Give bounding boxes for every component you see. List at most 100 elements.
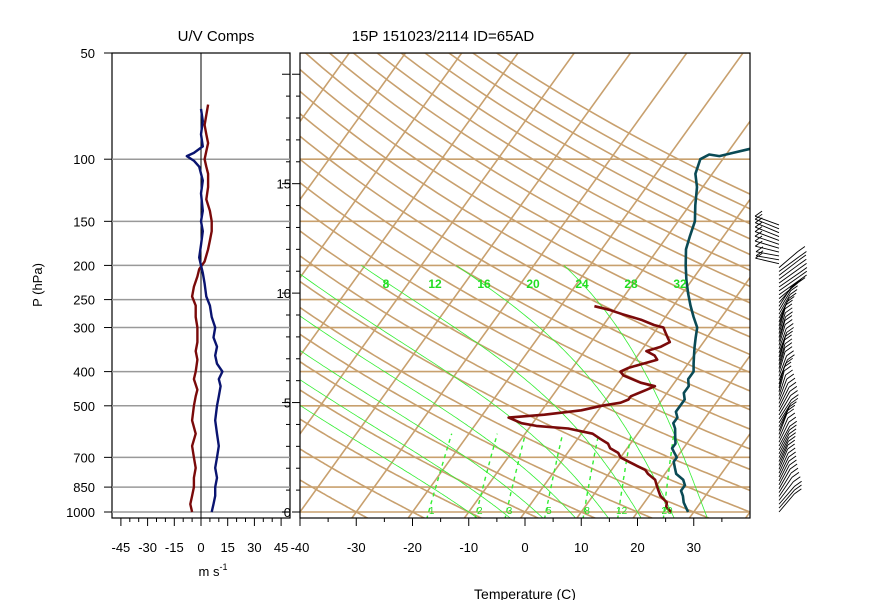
skewt-moist-adiabat — [300, 379, 511, 518]
wind-barb — [778, 374, 787, 396]
wind-barb — [778, 308, 786, 330]
temperature-tick-label: -30 — [347, 540, 366, 555]
wind-barb — [754, 215, 780, 226]
wind-barb-feather — [791, 394, 799, 400]
uv-series — [185, 104, 224, 513]
wind-barb-feather — [784, 346, 793, 352]
skewt-moist-adiabat — [300, 404, 479, 518]
skewt-dry-adiabat — [328, 53, 750, 304]
wind-barb — [755, 245, 780, 253]
uv-x-tick-label: 45 — [274, 540, 288, 555]
skewt-isotherm — [300, 53, 519, 358]
wind-barb — [778, 406, 790, 427]
wind-barb — [754, 231, 780, 241]
wind-barb — [778, 472, 792, 493]
wind-barb — [755, 222, 780, 234]
wind-barb-feather — [784, 303, 793, 310]
wind-barb — [778, 437, 790, 458]
skewt-dry-adiabat — [300, 448, 427, 518]
wind-barb-feather — [787, 447, 796, 454]
wind-barb — [778, 489, 795, 509]
wind-barb — [778, 256, 800, 272]
uv-x-tick-label: -45 — [112, 540, 131, 555]
temperature-tick-label: -40 — [291, 540, 310, 555]
skewt-background — [300, 53, 750, 518]
wind-barb-feather — [799, 274, 807, 281]
uv-panel: U/V Comps P (hPa) m s-1 5010015020025030… — [30, 28, 291, 579]
wind-barb — [778, 452, 789, 474]
wind-barb — [778, 351, 786, 373]
wind-barb-feather — [799, 270, 808, 277]
skewt-dry-adiabat — [300, 360, 597, 518]
pressure-tick-label: 850 — [73, 480, 95, 495]
pressure-tick-label: 100 — [73, 152, 95, 167]
skewt-moist-adiabat — [456, 265, 675, 518]
wind-barb-feather — [784, 338, 793, 345]
mixing-ratio-bottom-label: 20 — [661, 506, 673, 517]
wind-barb — [754, 235, 780, 245]
wind-barb-feather — [784, 334, 792, 341]
uv-x-tick-label: 0 — [197, 540, 204, 555]
wind-barb — [778, 272, 801, 288]
wind-barb-feather — [790, 467, 799, 474]
uv-x-tick-label: -30 — [138, 540, 157, 555]
pressure-tick-label: 400 — [73, 365, 95, 380]
wind-barb-feather — [754, 226, 763, 232]
wind-barb-feather — [797, 246, 806, 252]
skewt-isotherm — [632, 354, 750, 518]
skewt-moist-adiabat — [300, 315, 577, 518]
wind-barb — [778, 493, 795, 513]
wind-barb-feather — [794, 480, 802, 487]
wind-barb-feather — [786, 350, 794, 357]
wind-barb-feather — [786, 408, 795, 415]
wind-barb — [778, 378, 788, 400]
wind-barb-feather — [754, 235, 763, 242]
wind-barb-feather — [789, 401, 797, 408]
mixing-ratio-label: 20 — [526, 277, 540, 291]
wind-barb — [754, 240, 780, 249]
wind-barb — [778, 417, 789, 439]
skewt-dry-adiabat — [300, 479, 370, 518]
skewt-panel: 15P 151023/2114 ID=65AD Temperature (C) … — [277, 28, 751, 600]
skewt-isotherm — [463, 120, 750, 518]
wind-barb-feather — [789, 385, 798, 392]
pressure-tick-label: 150 — [73, 214, 95, 229]
wind-barb-feather — [788, 432, 796, 438]
wind-barb — [778, 290, 792, 311]
skewt-series-dewpoint — [670, 147, 750, 513]
wind-barb — [778, 410, 789, 431]
skewt-dry-adiabat — [300, 389, 540, 518]
wind-barb — [778, 370, 785, 392]
wind-barb — [754, 226, 780, 237]
wind-barb — [778, 355, 788, 377]
wind-barb — [778, 441, 789, 462]
skewt-dry-adiabat — [300, 306, 711, 518]
skewt-isotherm — [300, 53, 463, 279]
wind-barb — [778, 426, 791, 447]
wind-barb-feather — [788, 381, 797, 388]
wind-barb-feather — [786, 373, 795, 380]
wind-barb — [778, 460, 790, 482]
wind-barb-feather — [784, 315, 793, 321]
wind-barb-feather — [789, 420, 797, 427]
wind-barb — [778, 421, 790, 443]
wind-barb — [756, 255, 780, 261]
mixing-ratio-bottom-label: 12 — [616, 506, 628, 517]
mixing-ratio-label: 24 — [575, 277, 589, 291]
wind-barb — [778, 347, 786, 369]
wind-barb-feather — [794, 279, 802, 285]
skewt-moist-adiabat — [300, 273, 609, 518]
wind-barb-feather — [788, 292, 797, 299]
wind-barb — [755, 257, 780, 265]
skewt-dry-adiabat — [300, 418, 483, 518]
mixing-ratio-label: 12 — [428, 277, 442, 291]
mixing-ratio-label: 28 — [624, 277, 638, 291]
wind-barb-feather — [790, 397, 799, 404]
uv-x-tick-label: 30 — [247, 540, 261, 555]
wind-barb — [778, 403, 792, 424]
wind-barb-feather — [787, 404, 796, 411]
skewt-isotherm — [519, 198, 750, 518]
wind-barbs — [754, 210, 808, 513]
